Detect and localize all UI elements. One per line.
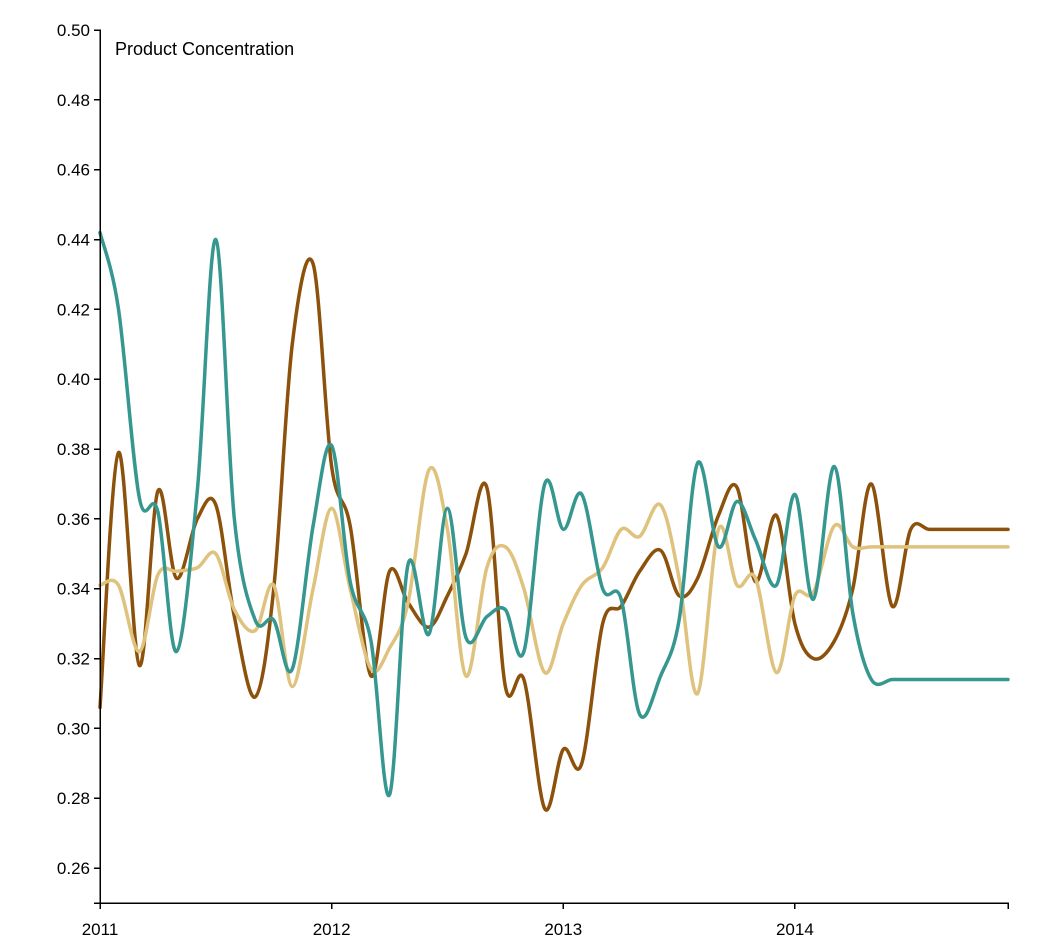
x-tick-label: 2014 [776, 920, 814, 939]
x-tick-label: 2011 [82, 920, 119, 939]
y-tick-label: 0.28 [57, 789, 90, 808]
y-axis: 0.26 0.28 0.30 0.32 0.34 0.36 0.38 0.40 0.42 0.44… [57, 21, 101, 904]
y-tick-label: 0.38 [57, 440, 90, 459]
y-tick-label: 0.30 [57, 719, 90, 738]
plot-area [98, 230, 1010, 812]
y-tick-label: 0.42 [57, 300, 90, 319]
y-tick-label: 0.26 [57, 859, 90, 878]
y-tick-label: 0.32 [57, 650, 90, 669]
y-tick-label: 0.48 [57, 91, 90, 110]
y-tick-label: 0.50 [57, 21, 90, 40]
y-axis-line [94, 29, 101, 904]
x-axis: 2011 2012 2013 2014 [82, 902, 1009, 939]
y-tick-label: 0.44 [57, 231, 90, 250]
series-line-2 [98, 466, 1010, 696]
x-axis-line [99, 902, 1009, 909]
y-tick-label: 0.36 [57, 510, 90, 529]
y-tick-label: 0.40 [57, 370, 90, 389]
y-tick-label: 0.46 [57, 161, 90, 180]
series-line-3 [98, 230, 1010, 798]
series-line-1 [98, 257, 1010, 812]
y-tick-label: 0.34 [57, 580, 90, 599]
x-tick-label: 2013 [544, 920, 582, 939]
x-tick-label: 2012 [313, 920, 351, 939]
chart-title: Product Concentration [115, 39, 294, 59]
